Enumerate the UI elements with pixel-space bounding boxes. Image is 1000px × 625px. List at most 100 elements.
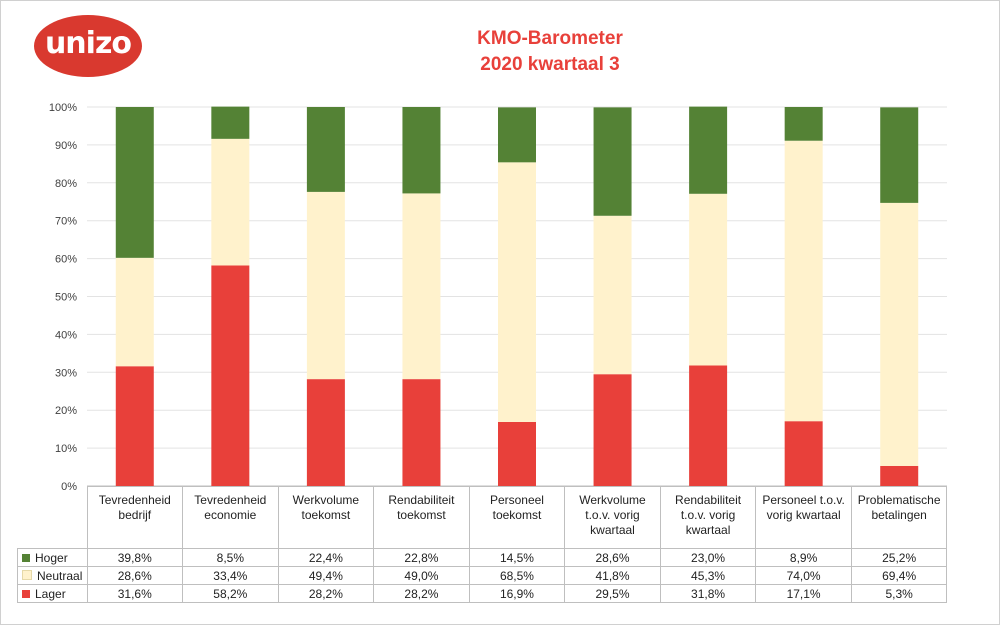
category-label-line: Rendabiliteit: [388, 493, 455, 507]
bar-neutraal: [115, 257, 154, 367]
category-label-line: Problematische: [857, 493, 941, 507]
y-tick-label: 20%: [55, 405, 77, 417]
bar-neutraal: [498, 162, 536, 422]
data-cell: 22,4%: [277, 548, 375, 567]
data-cell: 68,5%: [468, 566, 566, 585]
y-tick-label: 30%: [55, 367, 77, 379]
category-label-line: t.o.v. vorig: [585, 508, 640, 522]
legend-entry-hoger: Hoger: [17, 548, 88, 567]
data-cell: 74,0%: [755, 566, 852, 585]
category-label-line: Tevredenheid: [98, 493, 171, 507]
y-tick-label: 60%: [55, 254, 77, 266]
data-cell: 25,2%: [850, 548, 948, 567]
table-row: Neutraal 28,6% 33,4% 49,4% 49,0% 68,5% 41,8% 45…: [17, 566, 948, 585]
y-tick-label: 100%: [49, 102, 77, 114]
data-cell: 22,8%: [373, 548, 470, 567]
data-cell: 33,4%: [182, 566, 279, 585]
bar-hoger: [402, 107, 441, 194]
category-header: Problematische betalingen: [850, 486, 948, 549]
category-header: Personeel toekomst: [468, 486, 566, 549]
category-label-line: kwartaal: [590, 523, 635, 537]
data-cell: 69,4%: [850, 566, 948, 585]
y-tick-label: 90%: [55, 140, 77, 152]
y-tick-label: 70%: [55, 216, 77, 228]
bar-lager: [880, 465, 919, 486]
category-label-line: Tevredenheid: [194, 493, 267, 507]
bar-neutraal: [306, 191, 345, 380]
category-header: Werkvolume toekomst: [277, 486, 375, 549]
data-cell: 28,2%: [277, 584, 375, 603]
category-label-line: Werkvolume: [579, 493, 646, 507]
category-label-line: Personeel: [489, 493, 544, 507]
category-header: Tevredenheid economie: [182, 486, 279, 549]
category-label-line: toekomst: [397, 508, 446, 522]
legend-label: Hoger: [35, 550, 68, 565]
category-label-line: vorig kwartaal: [766, 508, 841, 522]
y-tick-label: 40%: [55, 329, 77, 341]
category-label-line: toekomst: [492, 508, 542, 522]
category-header: Rendabiliteit toekomst: [373, 486, 470, 549]
data-cell: 29,5%: [564, 584, 661, 603]
legend-label: Neutraal: [37, 568, 83, 583]
data-cell: 28,2%: [373, 584, 470, 603]
table-row: Hoger 39,8% 8,5% 22,4% 22,8% 14,5% 28,6% 23,0% 8…: [17, 548, 948, 567]
data-cell: 45,3%: [659, 566, 757, 585]
category-label-line: Rendabiliteit: [675, 493, 742, 507]
bar-lager: [211, 265, 250, 486]
bar-hoger: [784, 107, 823, 141]
bar-lager: [593, 374, 632, 486]
category-label-line: economie: [204, 508, 257, 522]
bar-neutraal: [211, 138, 250, 266]
data-cell: 17,1%: [755, 584, 852, 603]
data-cell: 49,4%: [277, 566, 375, 585]
data-cell: 16,9%: [468, 584, 566, 603]
bar-lager: [784, 421, 823, 486]
data-cell: 28,6%: [86, 566, 184, 585]
bar-neutraal: [593, 215, 632, 375]
legend-swatch: [22, 569, 32, 580]
data-cell: 28,6%: [564, 548, 661, 567]
data-cell: 8,9%: [755, 548, 852, 567]
legend-label: Lager: [35, 586, 66, 601]
table-corner: [17, 486, 88, 549]
data-cell: 49,0%: [373, 566, 470, 585]
category-label-line: Personeel t.o.v.: [762, 493, 845, 507]
data-cell: 31,6%: [86, 584, 184, 603]
category-label-line: bedrijf: [118, 508, 152, 522]
legend-swatch: [22, 553, 30, 562]
data-cell: 41,8%: [564, 566, 661, 585]
category-label-line: kwartaal: [685, 523, 731, 537]
data-cell: 8,5%: [182, 548, 279, 567]
legend-swatch: [22, 589, 30, 598]
y-tick-label: 10%: [55, 443, 77, 455]
data-cell: 58,2%: [182, 584, 279, 603]
bar-lager: [306, 379, 345, 486]
legend-entry-neutraal: Neutraal: [17, 566, 88, 585]
table-row: Lager 31,6% 58,2% 28,2% 28,2% 16,9% 29,5% 31,8%…: [17, 584, 948, 603]
bar-hoger: [880, 107, 919, 203]
bar-hoger: [115, 107, 154, 258]
bar-neutraal: [784, 140, 823, 422]
data-cell: 23,0%: [659, 548, 757, 567]
data-cell: 31,8%: [659, 584, 757, 603]
bar-hoger: [593, 107, 632, 216]
y-tick-label: 80%: [55, 178, 77, 190]
bar-neutraal: [880, 202, 919, 466]
bar-hoger: [689, 106, 728, 194]
unizo-logo: unizo: [33, 12, 143, 80]
category-label-line: toekomst: [301, 508, 351, 522]
category-header: Tevredenheid bedrijf: [86, 486, 184, 549]
data-cell: 5,3%: [850, 584, 948, 603]
bar-lager: [689, 365, 728, 486]
category-header: Personeel t.o.v. vorig kwartaal: [755, 486, 852, 549]
bar-lager: [115, 366, 154, 486]
data-cell: 39,8%: [86, 548, 184, 567]
bar-neutraal: [402, 193, 441, 380]
category-label-line: betalingen: [871, 508, 927, 522]
logo-text: unizo: [44, 26, 132, 61]
data-cell: 14,5%: [468, 548, 566, 567]
bar-hoger: [211, 106, 250, 139]
category-header: Werkvolume t.o.v. vorig kwartaal: [564, 486, 661, 549]
y-tick-label: 50%: [55, 292, 77, 304]
